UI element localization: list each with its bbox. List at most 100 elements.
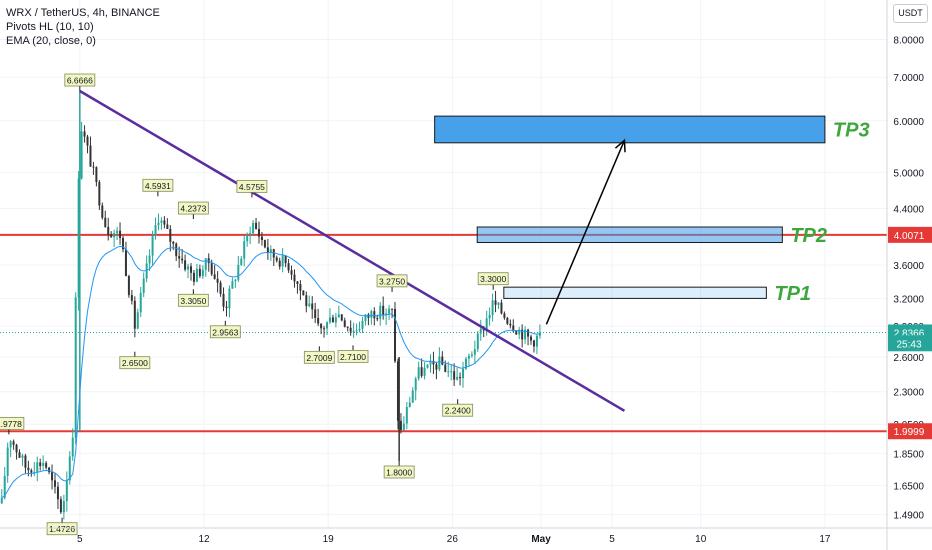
candle-body [385, 313, 388, 316]
candle-body [509, 323, 512, 326]
pivot-label-box [119, 356, 151, 370]
y-tick-label: 8.0000 [893, 35, 924, 46]
candle-body [210, 263, 213, 275]
target-box-tp2[interactable] [476, 226, 783, 244]
candle-body [444, 364, 447, 372]
trendline[interactable] [79, 89, 626, 412]
candle-body [524, 329, 527, 340]
candle-body [243, 241, 246, 259]
candle-body [503, 313, 506, 318]
descending-trendline[interactable] [79, 89, 626, 412]
pivot-label-box [236, 179, 268, 193]
candle-body [119, 230, 122, 239]
ema-indicator-label[interactable]: EMA (20, close, 0) [6, 35, 96, 47]
candle-body [145, 263, 148, 279]
currency-button[interactable]: USDT [893, 4, 928, 23]
candle-body [426, 364, 429, 368]
x-tick-label: 26 [447, 534, 459, 545]
target-box-tp3[interactable] [434, 115, 826, 144]
candle-body [45, 463, 48, 468]
target-label-tp3[interactable]: TP3 [833, 119, 870, 141]
candle-body [532, 340, 535, 347]
candle-body [364, 314, 367, 321]
candle-body [225, 306, 228, 309]
candle-body [12, 441, 15, 445]
candle-body [441, 356, 444, 365]
candle-body [195, 268, 198, 282]
candle-body [107, 226, 110, 235]
chart-legend: WRX / TetherUS, 4h, BINANCE Pivots HL (1… [6, 6, 160, 48]
target-label-tp1[interactable]: TP1 [774, 283, 811, 305]
candle-body [352, 331, 355, 333]
candle-body [287, 263, 290, 271]
candle-body [18, 452, 21, 458]
candle-body [228, 288, 231, 309]
candle-body [320, 323, 323, 329]
candle-body [33, 471, 36, 473]
x-tick-label: 17 [819, 534, 831, 545]
y-tick-label: 4.4000 [893, 204, 924, 215]
candle-body [252, 222, 255, 234]
x-tick-label: 10 [695, 534, 707, 545]
x-tick-label: 19 [323, 534, 335, 545]
candle-body [178, 256, 181, 259]
candle-body [237, 264, 240, 280]
candle-body [500, 302, 503, 314]
candle-body [83, 131, 86, 137]
price-label-badge [888, 423, 932, 440]
candle-body [423, 367, 426, 376]
candle-body [411, 390, 414, 403]
y-tick-label: 2.3000 [893, 388, 924, 399]
candle-body [130, 295, 133, 301]
candle-body [370, 311, 373, 318]
candle-body [127, 276, 130, 296]
candle-body [456, 377, 459, 380]
candle-body [346, 326, 349, 328]
arrow-head[interactable] [614, 138, 626, 153]
candle-body [169, 228, 172, 242]
candle-body [154, 225, 157, 236]
candle-body [491, 300, 494, 315]
candle-body [302, 290, 305, 296]
candle-body [59, 499, 62, 513]
target-label-tp2[interactable]: TP2 [790, 225, 827, 247]
candle-body [467, 355, 470, 359]
candle-body [429, 360, 432, 365]
candle-body [488, 314, 491, 319]
pivot-label-low: 2.7009 [306, 353, 332, 363]
candle-body [323, 328, 326, 330]
projection-arrow[interactable] [545, 138, 626, 325]
ema-line [1, 245, 540, 499]
candle-body [479, 328, 482, 334]
y-tick-label: 1.4900 [893, 510, 924, 521]
pivot-label-low: 2.6500 [122, 358, 148, 368]
candle-body [473, 349, 476, 355]
candle-body [494, 300, 497, 305]
candle-body [340, 314, 343, 321]
candle-body [314, 309, 317, 318]
candle-body [258, 228, 261, 237]
candle-body [172, 241, 175, 244]
candle-body [272, 249, 275, 258]
price-label-badge [888, 226, 932, 243]
candle-body [51, 472, 54, 481]
pivots-indicator-label[interactable]: Pivots HL (10, 10) [6, 21, 94, 33]
candle-body [98, 182, 101, 206]
candle-body [358, 328, 361, 331]
candle-body [104, 217, 107, 227]
candle-body [515, 331, 518, 335]
candle-body [408, 402, 411, 408]
target-box-tp1[interactable] [503, 286, 767, 299]
candle-body [187, 266, 190, 270]
candle-body [497, 302, 500, 305]
candle-body [296, 281, 299, 285]
candle-body [328, 317, 331, 323]
arrow-shaft[interactable] [545, 139, 626, 325]
candle-body [62, 501, 65, 513]
y-tick-label: 1.8500 [893, 449, 924, 460]
candle-body [166, 224, 169, 229]
target-boxes[interactable]: TP1 TP2 TP3 [434, 115, 870, 305]
pivot-label-high: 1.9778 [0, 419, 22, 429]
symbol-title[interactable]: WRX / TetherUS, 4h, BINANCE [6, 7, 160, 19]
